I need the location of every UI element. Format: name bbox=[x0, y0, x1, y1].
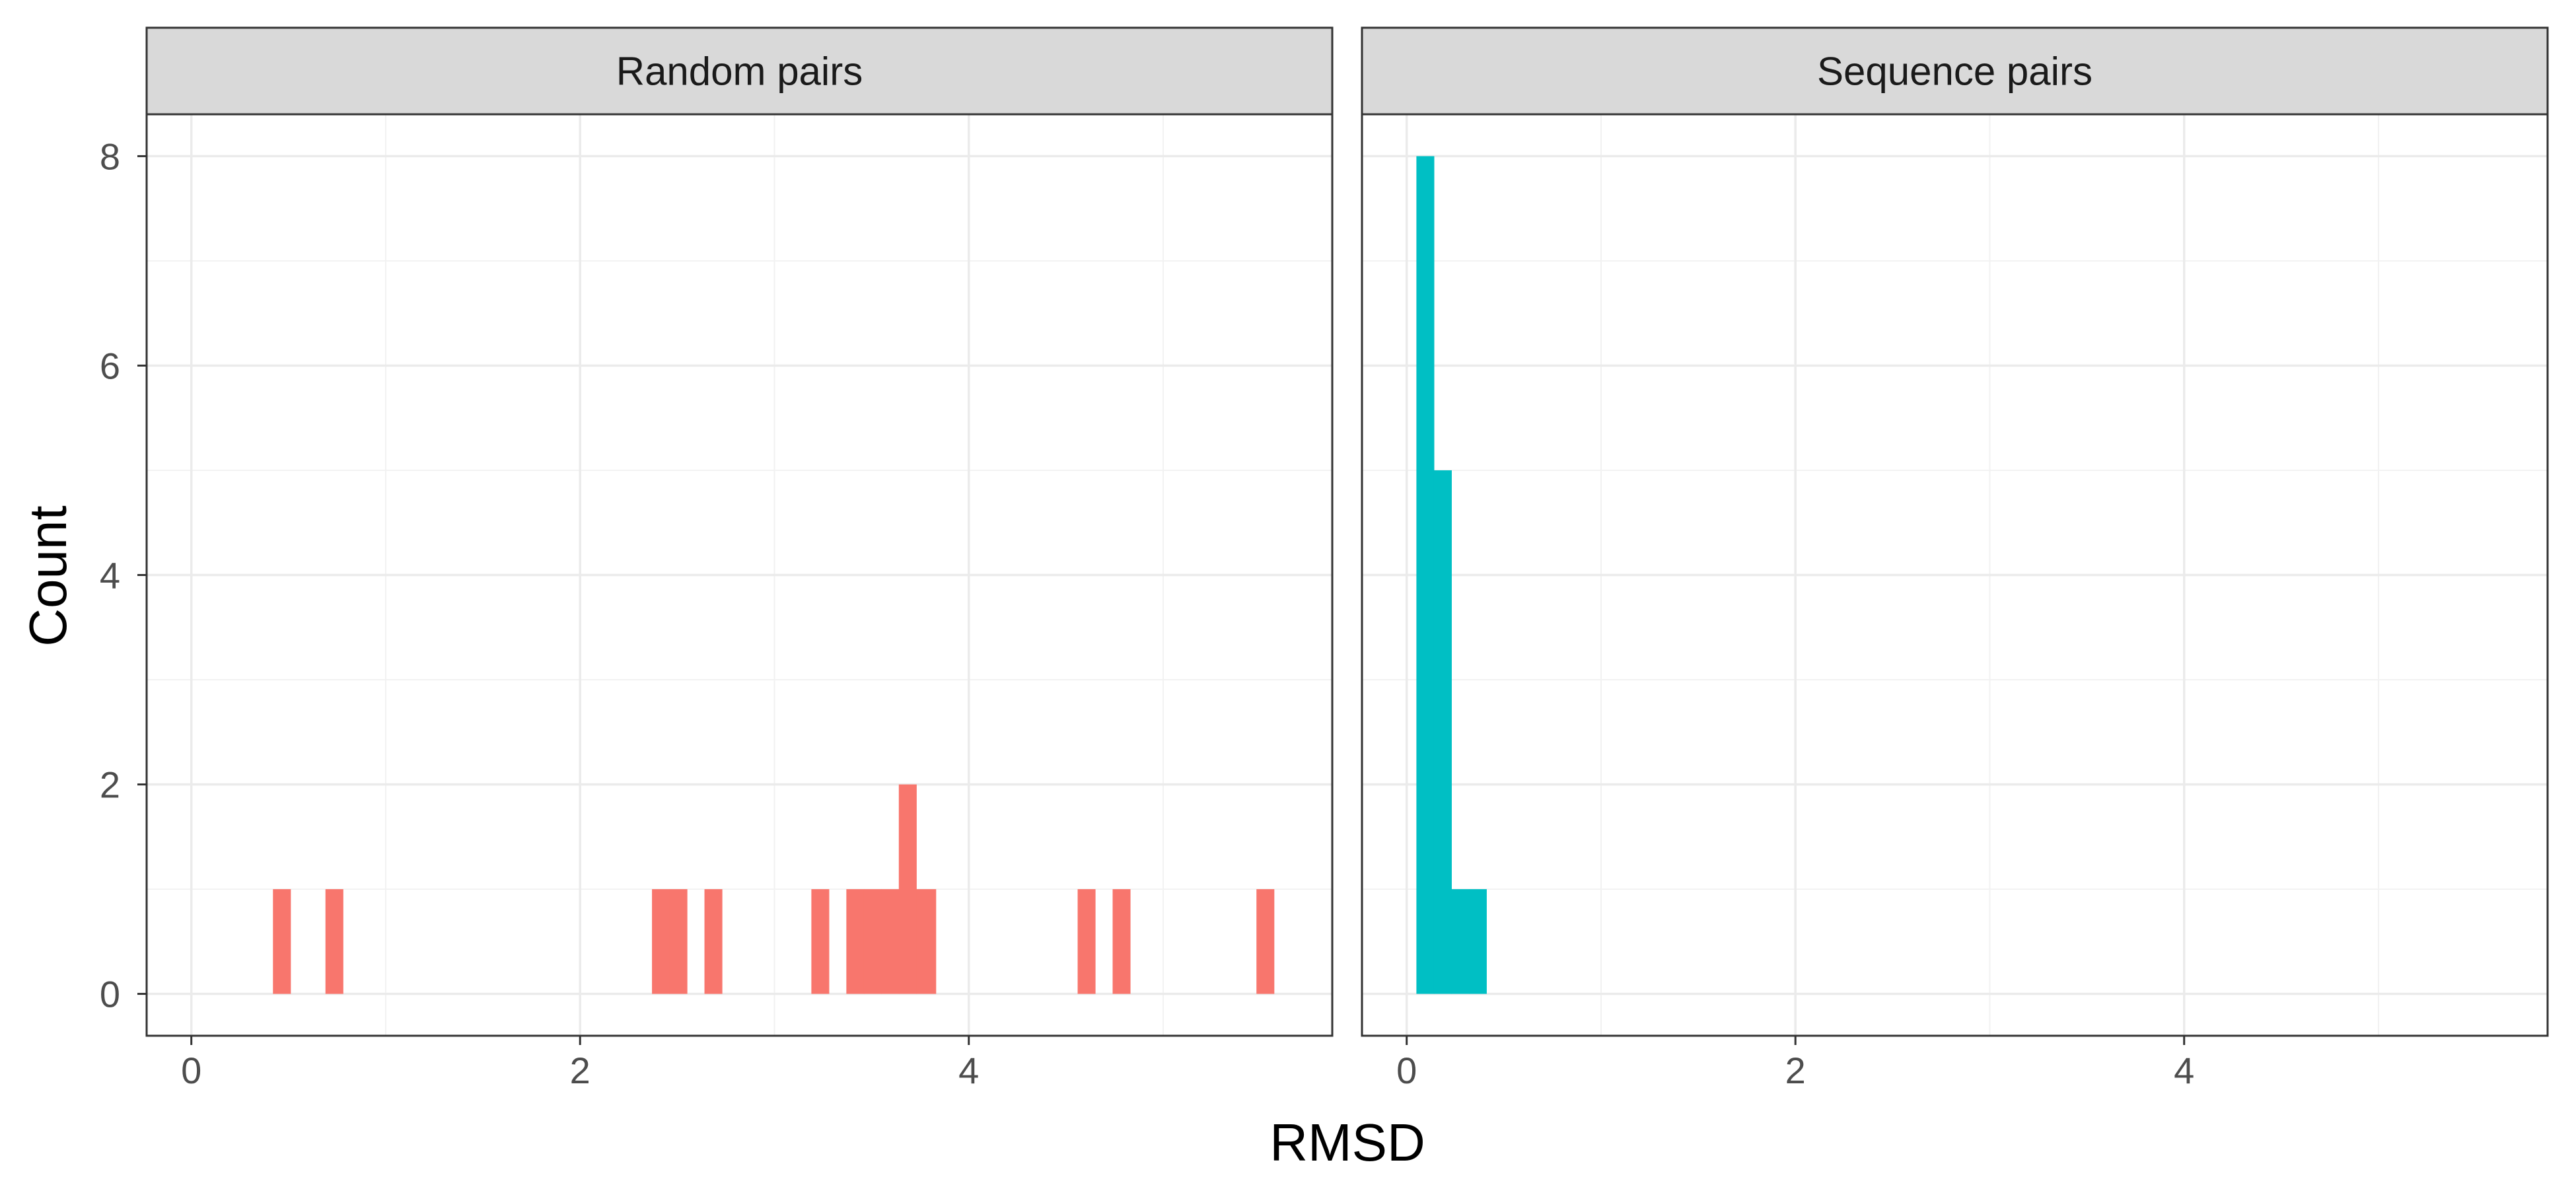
facet-strip bbox=[1361, 26, 2549, 116]
histogram-bar bbox=[273, 889, 291, 994]
histogram-bar bbox=[846, 889, 865, 994]
histogram-bar bbox=[1416, 156, 1435, 994]
histogram-bar bbox=[325, 889, 343, 994]
histogram-bar bbox=[863, 889, 882, 994]
x-tick-label: 2 bbox=[1785, 1050, 1806, 1091]
y-tick-label: 0 bbox=[100, 974, 120, 1015]
histogram-bar bbox=[881, 889, 900, 994]
histogram-bar bbox=[652, 889, 670, 994]
y-tick-label: 8 bbox=[100, 135, 120, 177]
facet-strip bbox=[145, 26, 1334, 116]
histogram-bar bbox=[1433, 470, 1452, 994]
histogram-bar bbox=[1077, 889, 1096, 994]
y-axis-title: Count bbox=[18, 505, 77, 646]
x-tick-label: 4 bbox=[2174, 1050, 2194, 1091]
y-tick-label: 2 bbox=[100, 764, 120, 806]
histogram-bar bbox=[898, 784, 917, 994]
histogram-bar bbox=[1256, 889, 1275, 994]
histogram-bar bbox=[811, 889, 830, 994]
facet-strip-label: Random pairs bbox=[616, 50, 863, 94]
facet-sequence-pairs: Sequence pairs 0 2 4 bbox=[1361, 26, 2549, 1091]
y-tick-label: 4 bbox=[100, 555, 120, 596]
facet-random-pairs: Random pairs 0 2 4 0 2 4 6 8 bbox=[100, 26, 1334, 1091]
histogram-bar bbox=[916, 889, 937, 994]
histogram-bar bbox=[1112, 889, 1131, 994]
x-axis-title: RMSD bbox=[1270, 1113, 1425, 1172]
x-tick-label: 2 bbox=[570, 1050, 590, 1091]
histogram-bar bbox=[669, 889, 688, 994]
histogram-bar bbox=[1468, 889, 1487, 994]
facet-panels: Random pairs 0 2 4 0 2 4 6 8 Sequence pairs 0 2 4 bbox=[100, 26, 2549, 1091]
x-tick-label: 0 bbox=[181, 1050, 201, 1091]
histogram-bar bbox=[704, 889, 723, 994]
histogram-bar bbox=[1451, 889, 1470, 994]
x-tick-label: 4 bbox=[958, 1050, 979, 1091]
facet-strip-label: Sequence pairs bbox=[1817, 50, 2093, 94]
y-tick-label: 6 bbox=[100, 345, 120, 386]
x-tick-label: 0 bbox=[1396, 1050, 1417, 1091]
